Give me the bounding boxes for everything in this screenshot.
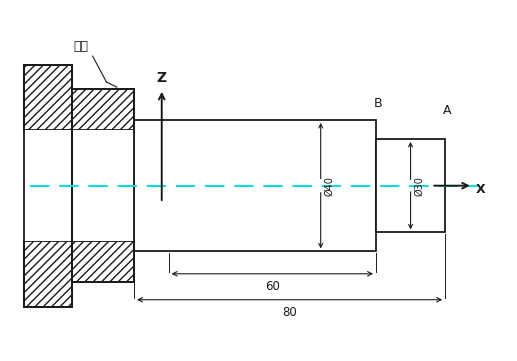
Text: 卡盘: 卡盘 <box>73 40 88 53</box>
Bar <box>72 241 134 282</box>
Bar <box>72 130 134 241</box>
Text: 80: 80 <box>282 306 297 319</box>
Bar <box>23 130 72 241</box>
Text: X: X <box>476 183 486 196</box>
Text: Ø30: Ø30 <box>415 176 424 196</box>
Bar <box>72 89 134 130</box>
Bar <box>134 120 376 251</box>
Text: B: B <box>373 97 382 110</box>
Bar <box>23 65 72 130</box>
Text: A: A <box>443 104 451 117</box>
Bar <box>23 65 72 306</box>
Text: 60: 60 <box>265 280 280 293</box>
Text: Ø40: Ø40 <box>325 176 335 196</box>
Bar <box>23 241 72 306</box>
Bar <box>72 89 134 282</box>
Bar <box>376 139 445 232</box>
Text: Z: Z <box>157 71 167 86</box>
